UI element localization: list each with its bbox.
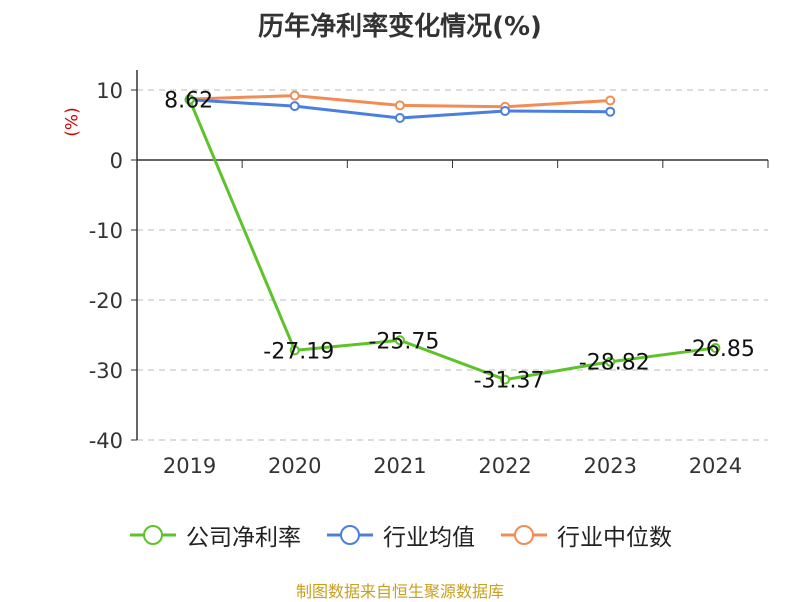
y-tick-label: -20 bbox=[89, 289, 123, 313]
legend-item[interactable]: 行业均值 bbox=[325, 518, 475, 552]
x-tick-label: 2019 bbox=[163, 454, 216, 478]
line-chart: 10 0 -10 -20 -30 -40 2019 2020 2021 2022 2023 2024 8… bbox=[89, 70, 769, 478]
legend-label: 公司净利率 bbox=[186, 525, 301, 551]
data-label: -27.19 bbox=[263, 339, 334, 364]
data-point bbox=[394, 113, 405, 123]
series-line bbox=[188, 99, 716, 382]
data-point bbox=[289, 101, 300, 112]
source-note: 制图数据来自恒生聚源数据库 bbox=[295, 582, 504, 601]
y-tick-label: -30 bbox=[89, 359, 123, 383]
x-tick-label: 2022 bbox=[478, 454, 531, 478]
data-label: 8.62 bbox=[164, 89, 213, 114]
y-tick-label: -10 bbox=[89, 219, 123, 243]
data-label: -26.85 bbox=[684, 337, 755, 362]
x-tick-label: 2023 bbox=[584, 454, 637, 478]
x-tick-label: 2021 bbox=[373, 454, 426, 478]
y-tick-label: 0 bbox=[110, 149, 123, 173]
x-tick-label: 2020 bbox=[268, 454, 321, 478]
data-point bbox=[289, 90, 300, 101]
legend-label: 行业均值 bbox=[383, 525, 475, 551]
data-label: -25.75 bbox=[368, 329, 439, 354]
data-point bbox=[394, 100, 405, 111]
y-tick-label: 10 bbox=[96, 79, 123, 103]
legend-item[interactable]: 行业中位数 bbox=[499, 518, 672, 552]
data-point bbox=[605, 95, 616, 106]
data-point bbox=[500, 106, 511, 116]
legend: 公司净利率 行业均值 行业中位数 bbox=[0, 518, 800, 552]
data-point bbox=[184, 94, 195, 105]
y-tick-label: -40 bbox=[89, 429, 123, 453]
data-point bbox=[710, 342, 721, 353]
legend-marker-icon bbox=[130, 525, 176, 545]
data-point bbox=[605, 356, 616, 367]
x-tick-label: 2024 bbox=[689, 454, 742, 478]
chart-title: 历年净利率变化情况(%) bbox=[258, 12, 542, 42]
data-point bbox=[605, 106, 616, 117]
data-point bbox=[289, 345, 300, 356]
data-label: -31.37 bbox=[474, 369, 545, 394]
legend-marker-icon bbox=[501, 525, 547, 545]
data-point bbox=[500, 374, 511, 385]
legend-label: 行业中位数 bbox=[557, 525, 672, 551]
legend-marker-icon bbox=[327, 525, 373, 545]
legend-item[interactable]: 公司净利率 bbox=[128, 518, 301, 552]
data-label: -28.82 bbox=[579, 351, 650, 376]
data-point bbox=[394, 335, 405, 346]
